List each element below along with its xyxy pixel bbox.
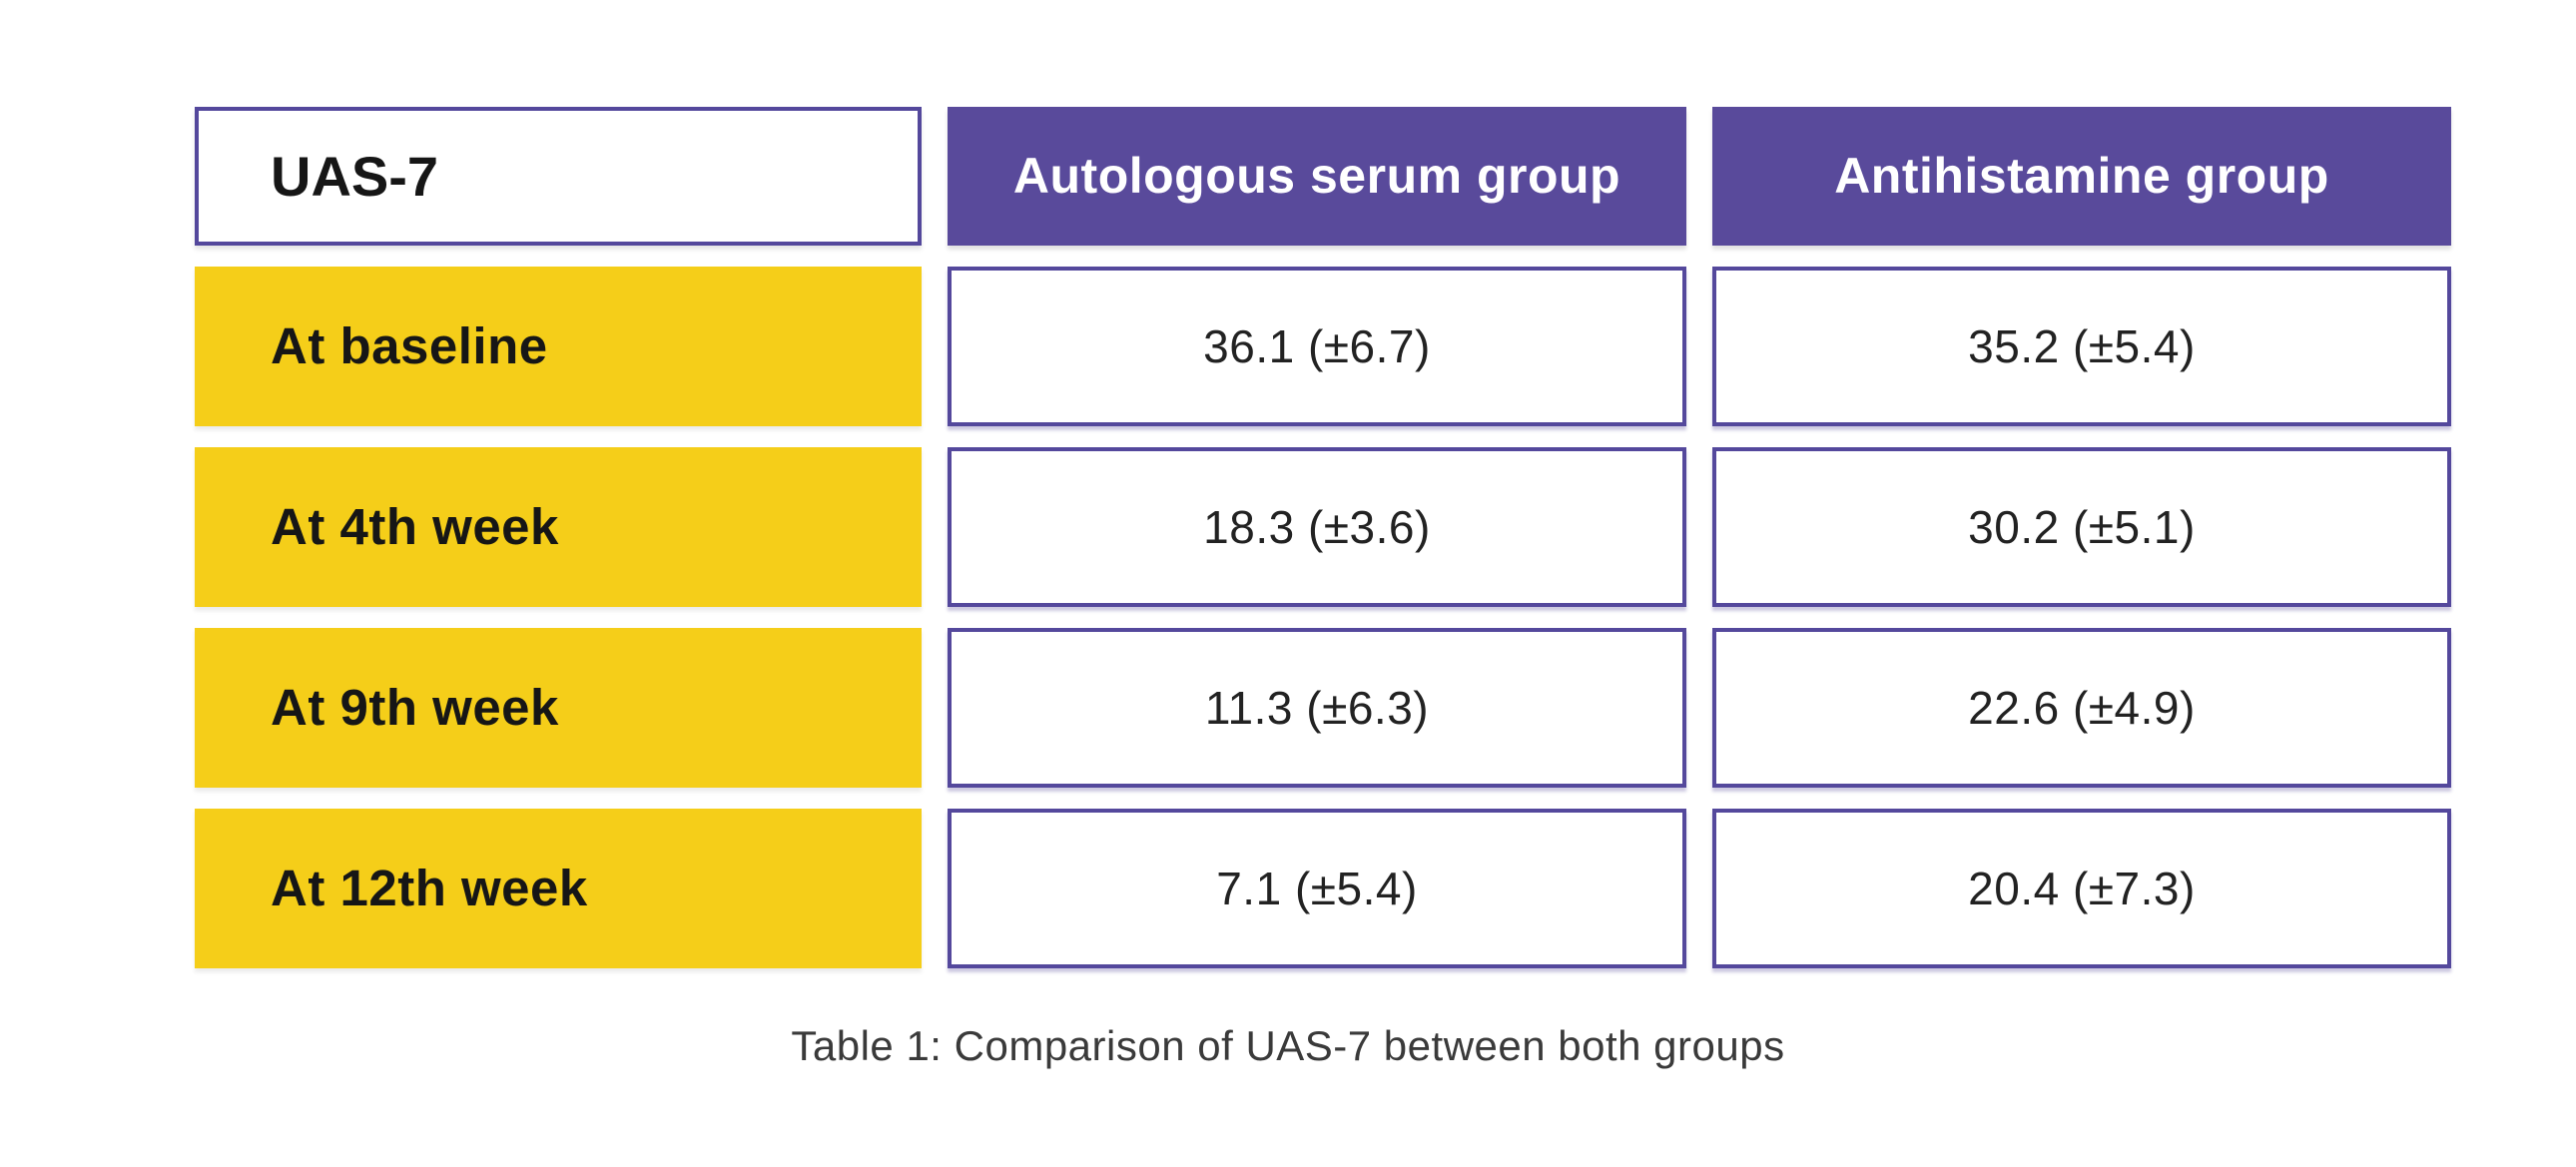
- data-cell-12th-week-autologous: 7.1 (±5.4): [948, 809, 1686, 968]
- corner-header-cell: UAS-7: [195, 107, 922, 246]
- column-header-autologous-serum-group: Autologous serum group: [948, 107, 1686, 246]
- data-cell-12th-week-antihistamine: 20.4 (±7.3): [1712, 809, 2451, 968]
- row-label-at-baseline: At baseline: [195, 267, 922, 426]
- table-caption: Table 1: Comparison of UAS-7 between bot…: [791, 1022, 1785, 1069]
- uas7-comparison-table: UAS-7 Autologous serum group Antihistami…: [195, 107, 2451, 968]
- column-header-antihistamine-group: Antihistamine group: [1712, 107, 2451, 246]
- data-cell-baseline-autologous: 36.1 (±6.7): [948, 267, 1686, 426]
- row-label-at-4th-week: At 4th week: [195, 447, 922, 607]
- data-cell-4th-week-autologous: 18.3 (±3.6): [948, 447, 1686, 607]
- data-cell-9th-week-autologous: 11.3 (±6.3): [948, 628, 1686, 788]
- data-cell-baseline-antihistamine: 35.2 (±5.4): [1712, 267, 2451, 426]
- data-cell-9th-week-antihistamine: 22.6 (±4.9): [1712, 628, 2451, 788]
- row-label-at-12th-week: At 12th week: [195, 809, 922, 968]
- row-label-at-9th-week: At 9th week: [195, 628, 922, 788]
- data-cell-4th-week-antihistamine: 30.2 (±5.1): [1712, 447, 2451, 607]
